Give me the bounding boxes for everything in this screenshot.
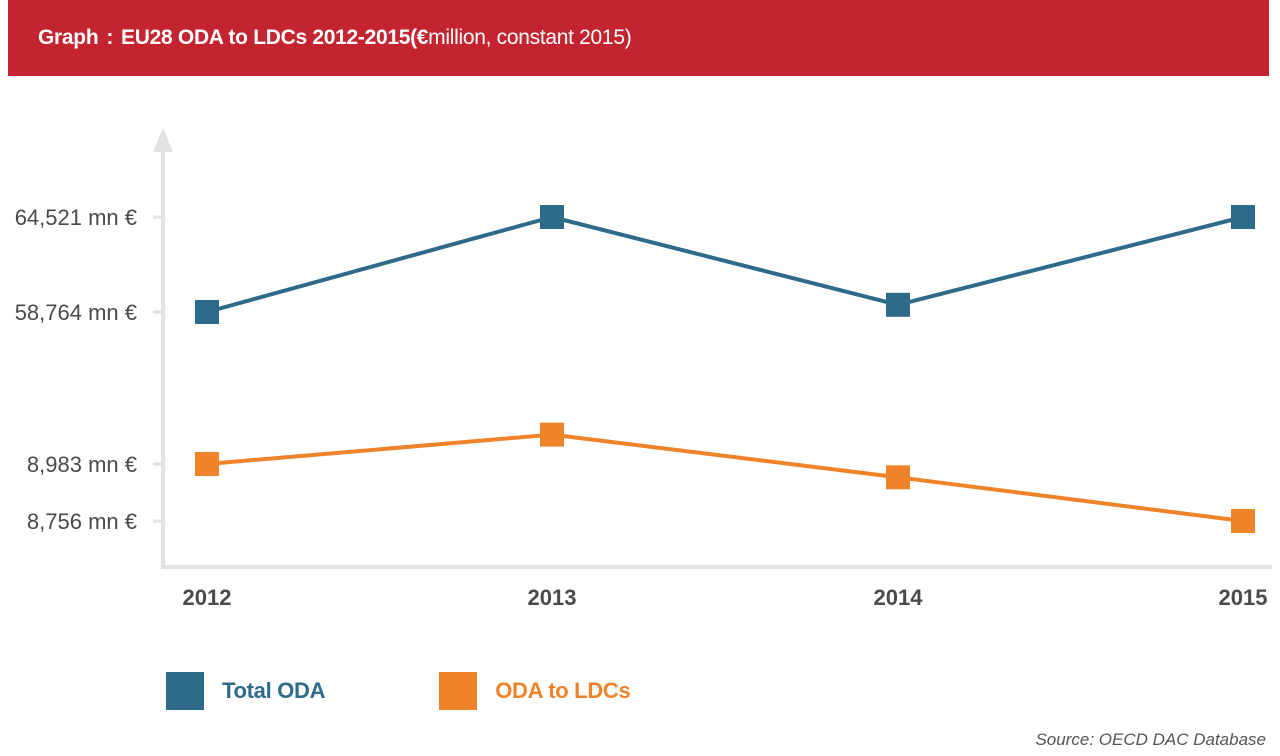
data-point-total-oda-2015 [1231,205,1255,229]
graph-label: Graph [38,26,99,49]
data-point-total-oda-2013 [540,205,564,229]
y-tick-label: 58,764 mn € [15,300,137,325]
x-tick-label-2012: 2012 [183,585,232,610]
y-tick-label: 8,756 mn € [27,509,137,534]
series-line-oda-to-ldcs [206,432,1244,523]
source-note: Source: OECD DAC Database [1035,730,1266,749]
series-line-total-oda [206,215,1244,314]
legend: Total ODA ODA to LDCs [166,671,744,711]
chart-title: EU28 ODA to LDCs 2012-2015 [121,26,411,49]
legend-label-total-oda: Total ODA [222,678,326,703]
chart-title-unit: million, constant 2015) [428,26,632,49]
legend-swatch-total-oda [166,672,204,710]
data-point-total-oda-2014 [886,292,910,317]
x-tick-label-2013: 2013 [528,585,577,610]
data-point-total-oda-2012 [195,300,219,324]
x-tick-label-2014: 2014 [874,585,924,610]
y-tick-label: 64,521 mn € [15,205,137,230]
chart-title-unit-open: (€ [410,26,429,49]
y-axis-arrow [153,128,173,152]
legend-label-oda-ldcs: ODA to LDCs [495,678,631,703]
data-point-oda-to-ldcs-2014 [886,465,910,490]
title-separator: : [106,26,114,49]
x-tick-label-2015: 2015 [1219,585,1268,610]
data-point-oda-to-ldcs-2015 [1231,509,1255,533]
y-tick-label: 8,983 mn € [27,452,137,477]
chart-title-banner: Graph : EU28 ODA to LDCs 2012-2015 (€ mi… [8,0,1269,76]
data-point-oda-to-ldcs-2012 [195,452,219,476]
data-point-oda-to-ldcs-2013 [540,422,564,447]
legend-item-total-oda: Total ODA [166,672,326,710]
legend-swatch-oda-ldcs [439,672,478,710]
line-chart: 64,521 mn € 58,764 mn € 8,983 mn € 8,756 mn… [15,128,1272,610]
legend-item-oda-ldcs: ODA to LDCs [439,672,631,710]
